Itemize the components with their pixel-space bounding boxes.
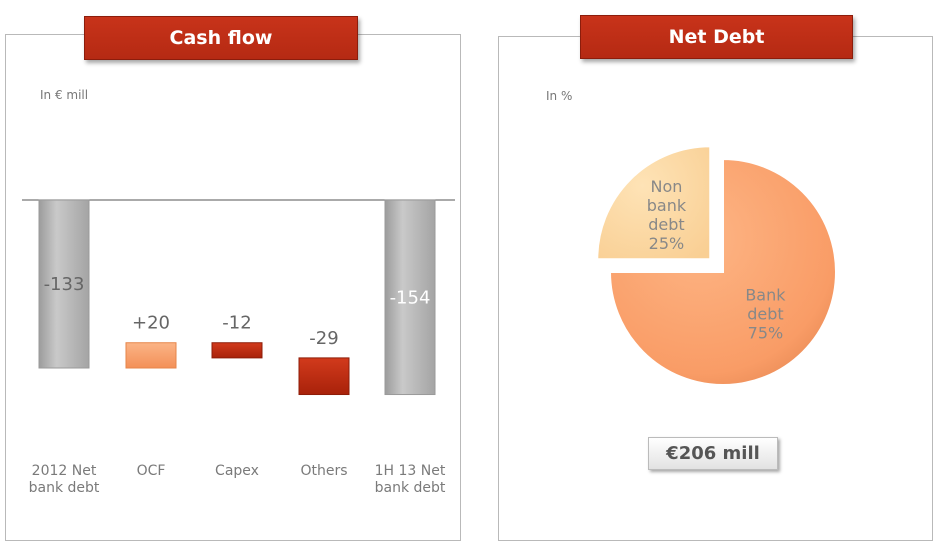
cash-flow-waterfall-chart: -133 +20 -12 -29 -154	[22, 199, 455, 396]
pie-slice-1	[596, 145, 712, 261]
waterfall-value-label-4: -154	[390, 287, 431, 308]
waterfall-category-label-0: 2012 Net bank debt	[28, 463, 100, 496]
waterfall-category-label-3: Others	[300, 463, 348, 479]
waterfall-category-label-4: 1H 13 Net bank debt	[374, 463, 446, 496]
waterfall-bar-0	[38, 199, 90, 369]
waterfall-category-label-1: OCF	[136, 463, 166, 479]
waterfall-value-label-2: -12	[222, 313, 251, 334]
net-debt-unit: In %	[546, 89, 573, 103]
waterfall-value-label-3: -29	[309, 328, 338, 349]
pie-slice-label-0: Bank debt 75%	[745, 285, 786, 342]
waterfall-bar-3	[298, 357, 350, 396]
waterfall-category-label-2: Capex	[215, 463, 259, 479]
cash-flow-unit: In € mill	[40, 88, 89, 102]
net-debt-title: Net Debt	[580, 15, 853, 59]
waterfall-bar-2	[211, 342, 263, 359]
waterfall-value-label-0: -133	[44, 274, 85, 295]
waterfall-bar-4	[384, 199, 436, 396]
waterfall-value-label-1: +20	[132, 313, 170, 334]
pie-slice-label-1: Non bank debt 25%	[647, 177, 687, 253]
cash-flow-title: Cash flow	[84, 16, 358, 60]
pie-slice-0	[608, 157, 837, 386]
waterfall-bar-1	[125, 342, 177, 369]
net-debt-total-badge: €206 mill	[648, 437, 778, 470]
